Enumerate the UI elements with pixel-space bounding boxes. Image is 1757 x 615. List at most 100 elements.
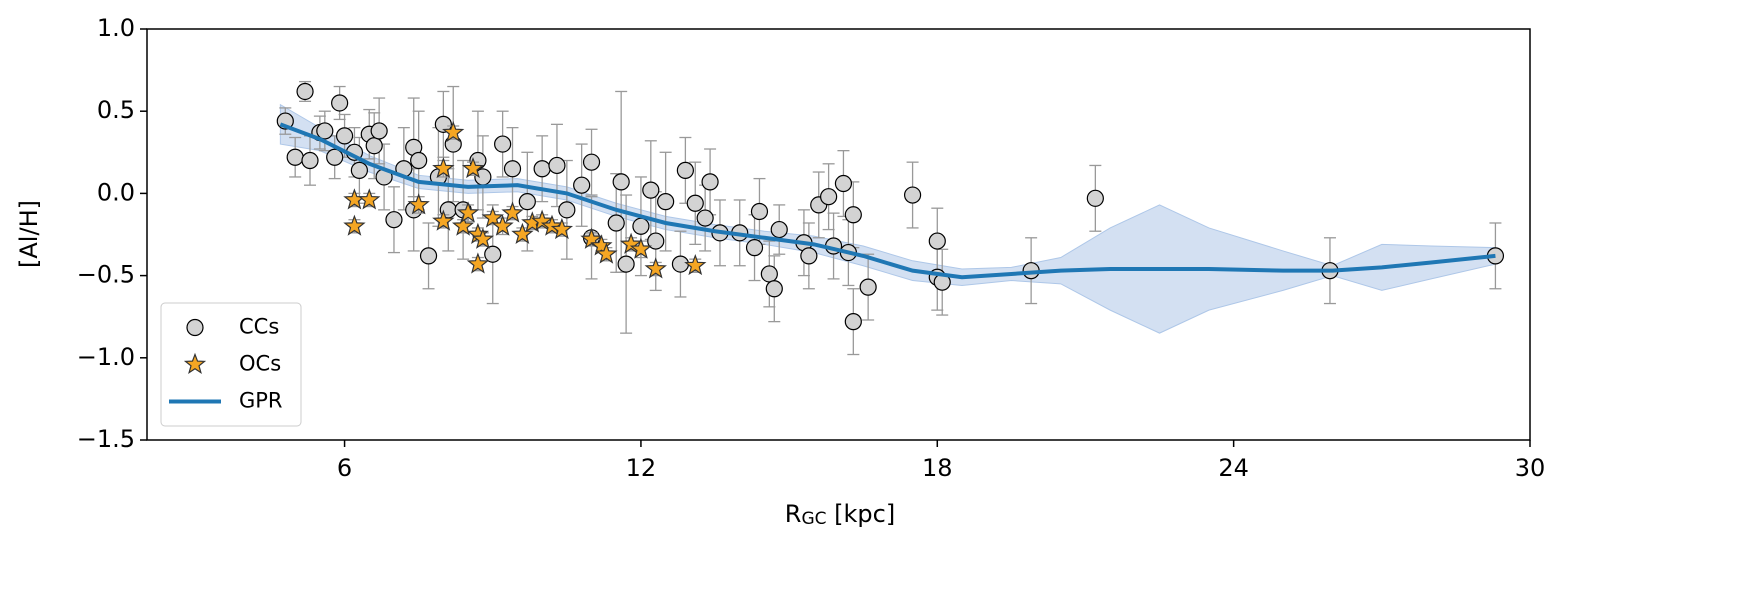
y-tick-label: 1.0 — [97, 14, 135, 42]
cc-point — [301, 151, 319, 170]
cc-point — [582, 153, 601, 171]
cc-point — [331, 94, 349, 112]
x-tick-label: 6 — [337, 454, 352, 482]
cc-point — [316, 122, 334, 140]
x-label-rest: [kpc] — [827, 500, 896, 528]
oc-point — [456, 201, 480, 223]
cc-point — [844, 313, 862, 331]
cc-point — [671, 255, 690, 273]
oc-point — [491, 214, 514, 236]
oc-point — [684, 253, 707, 276]
cc-point — [1086, 189, 1104, 207]
cc-point — [335, 127, 354, 145]
x-label-main: R — [785, 500, 802, 528]
cc-point — [518, 193, 536, 211]
cc-point — [326, 148, 344, 166]
cc-point — [494, 135, 512, 153]
cc-point — [701, 173, 719, 191]
oc-point — [629, 237, 653, 259]
y-tick-label: −1.0 — [77, 343, 135, 371]
y-axis-label: [Al/H] — [15, 200, 43, 268]
oc-point — [432, 209, 455, 231]
oc-point — [432, 156, 455, 179]
oc-point — [511, 222, 534, 244]
cc-point — [859, 278, 877, 296]
oc-point — [442, 120, 465, 143]
cc-point — [350, 161, 368, 179]
cc-point — [686, 194, 704, 212]
oc-point — [501, 201, 524, 223]
y-tick-label: 0.5 — [97, 96, 135, 124]
cc-point — [770, 220, 788, 239]
cc-point — [533, 160, 551, 178]
oc-point — [550, 217, 574, 240]
cc-point — [607, 214, 625, 232]
cc-point — [765, 280, 783, 298]
oc-point — [590, 234, 613, 256]
cc-point — [558, 201, 576, 219]
legend-label: CCs — [239, 315, 279, 339]
oc-point — [466, 252, 490, 274]
x-tick-label: 24 — [1218, 454, 1249, 482]
oc-point — [540, 214, 564, 236]
cc-point — [484, 245, 502, 263]
cc-point — [657, 193, 675, 211]
cc-point — [434, 115, 452, 133]
oc-point — [644, 257, 667, 279]
cc-point — [696, 209, 714, 227]
cc-point — [750, 202, 769, 221]
cc-point — [820, 188, 838, 206]
legend-marker — [186, 318, 204, 337]
cc-point — [642, 181, 660, 199]
legend-label: GPR — [239, 389, 283, 413]
oc-point — [481, 206, 504, 228]
cc-point — [844, 206, 862, 224]
y-tick-label: −0.5 — [77, 261, 135, 289]
plot-area — [276, 80, 1505, 356]
cc-point — [834, 174, 853, 193]
y-tick-label: 0.0 — [97, 178, 135, 206]
cc-point — [676, 161, 694, 179]
oc-point — [530, 209, 554, 231]
cc-point — [573, 176, 591, 194]
y-tick-label: −1.5 — [77, 425, 135, 453]
cc-point — [410, 151, 428, 170]
cc-point — [647, 232, 665, 250]
oc-point — [461, 157, 485, 179]
cc-point — [617, 255, 635, 273]
oc-point — [407, 193, 430, 215]
oc-point — [358, 188, 381, 210]
gpr-line — [279, 122, 1496, 280]
cc-point — [286, 148, 304, 166]
cc-point — [760, 265, 778, 283]
cc-point — [800, 247, 818, 265]
cc-point — [296, 82, 314, 101]
cc-point — [903, 186, 922, 204]
oc-point — [580, 227, 603, 249]
cc-point — [928, 232, 946, 250]
cc-point — [365, 137, 383, 155]
x-tick-label: 12 — [626, 454, 657, 482]
cc-point — [632, 217, 650, 235]
oc-point — [451, 214, 475, 236]
cc-point — [745, 239, 764, 257]
oc-point — [471, 227, 495, 249]
cc-point — [612, 173, 630, 191]
plot-frame — [146, 28, 1531, 441]
cc-point — [385, 211, 403, 229]
legend-label: OCs — [239, 352, 281, 376]
cc-point — [370, 122, 388, 140]
cc-point — [503, 160, 522, 178]
cc-point — [419, 247, 438, 265]
oc-point — [595, 242, 618, 264]
legend-marker — [183, 352, 207, 374]
x-tick-label: 30 — [1515, 454, 1546, 482]
x-label-sub: GC — [801, 509, 826, 529]
oc-point — [343, 214, 366, 236]
cc-point — [548, 156, 566, 175]
x-tick-label: 18 — [922, 454, 953, 482]
oc-point — [619, 232, 643, 254]
x-axis-label: RGC [kpc] — [785, 500, 895, 529]
